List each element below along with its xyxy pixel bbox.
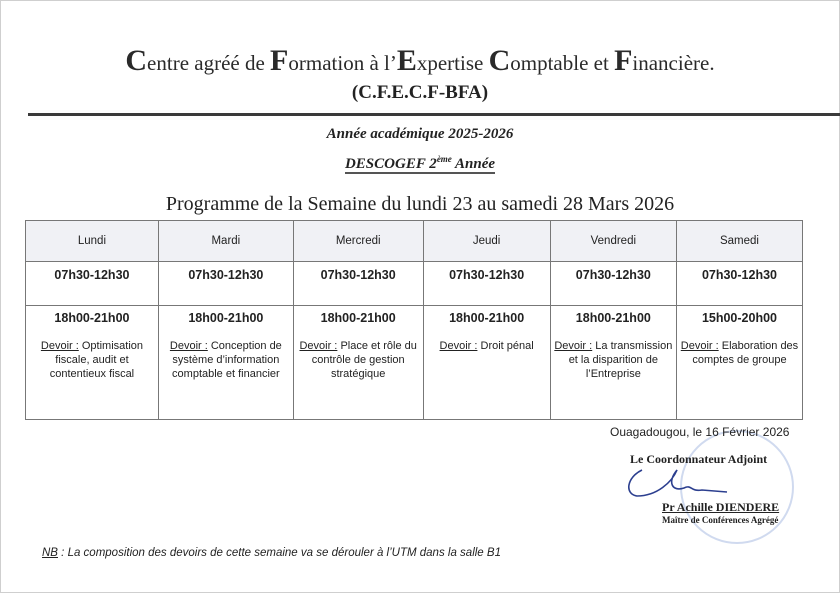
- academic-year: Année académique 2025-2026: [326, 126, 514, 142]
- title-text: inancière.: [632, 51, 715, 75]
- signatory-role: Le Coordonnateur Adjoint: [630, 452, 768, 466]
- header-divider: [28, 113, 840, 116]
- handwritten-signature: [628, 469, 728, 497]
- evening-row: 18h00-21h00 Devoir : Optimisation fiscale…: [25, 305, 804, 420]
- title-initial: F: [614, 44, 633, 77]
- title-text: xpertise: [416, 51, 489, 75]
- devoir-description: Devoir : Optimisation fiscale, audit et …: [29, 339, 155, 381]
- day-header: Lundi: [25, 220, 159, 262]
- day-header: Mardi: [157, 220, 294, 262]
- title-text: ormation à l’: [288, 51, 397, 75]
- devoir-subject: Conception de système d’information comp…: [172, 340, 282, 380]
- evening-time: 18h00-21h00: [320, 311, 396, 325]
- level-sup: ème: [436, 154, 452, 164]
- official-stamp: [680, 430, 794, 544]
- evening-time: 18h00-21h00: [54, 311, 130, 325]
- morning-slot: 07h30-12h30: [549, 261, 677, 306]
- devoir-description: Devoir : Conception de système d’informa…: [162, 339, 290, 381]
- evening-slot: 18h00-21h00 Devoir : Droit pénal: [422, 305, 551, 420]
- evening-time: 18h00-21h00: [188, 311, 264, 325]
- evening-slot: 15h00-20h00 Devoir : Elaboration des comp…: [675, 305, 804, 420]
- title-initial: C: [125, 44, 148, 77]
- devoir-label: Devoir :: [169, 340, 208, 352]
- footnote: NB : La composition des devoirs de cette…: [42, 547, 501, 559]
- title-text: entre agréé de: [147, 51, 271, 75]
- devoir-label: Devoir :: [554, 340, 593, 352]
- morning-slot: 07h30-12h30: [25, 261, 159, 306]
- program-level: DESCOGEF 2ème Année: [0, 154, 840, 174]
- devoir-subject: La transmission et la disparition de l’E…: [568, 340, 673, 380]
- footnote-key: NB: [42, 547, 58, 559]
- day-header: Samedi: [675, 220, 804, 262]
- footnote-text: : La composition des devoirs de cette se…: [57, 547, 501, 559]
- devoir-subject: Droit pénal: [480, 340, 534, 352]
- devoir-description: Devoir : Elaboration des comptes de grou…: [680, 339, 799, 367]
- devoir-label: Devoir :: [299, 340, 338, 352]
- programme-title: Programme de la Semaine du lundi 23 au s…: [165, 193, 675, 215]
- weekly-schedule-table: Lundi Mardi Mercredi Jeudi Vendredi Samedi 07…: [25, 220, 804, 420]
- evening-time: 15h00-20h00: [701, 311, 777, 325]
- devoir-label: Devoir :: [680, 340, 719, 352]
- title-initial: F: [270, 44, 289, 77]
- devoir-description: Devoir : Droit pénal: [427, 339, 547, 353]
- morning-slot: 07h30-12h30: [157, 261, 294, 306]
- level-suffix: Année: [451, 156, 496, 172]
- level-name: DESCOGEF 2: [344, 156, 437, 172]
- title-initial: C: [488, 44, 511, 77]
- devoir-description: Devoir : La transmission et la dispariti…: [554, 339, 673, 381]
- evening-slot: 18h00-21h00 Devoir : Place et rôle du con…: [292, 305, 424, 420]
- devoir-subject: Place et rôle du contrôle de gestion str…: [311, 340, 417, 380]
- day-header: Jeudi: [422, 220, 551, 262]
- signatory-name: Pr Achille DIENDERE: [662, 500, 780, 514]
- place-date: Ouagadougou, le 16 Février 2026: [610, 425, 790, 439]
- devoir-label: Devoir :: [40, 340, 79, 352]
- signatory-rank: Maître de Conférences Agrégé: [662, 515, 779, 525]
- evening-time: 18h00-21h00: [575, 311, 651, 325]
- evening-time: 18h00-21h00: [449, 311, 525, 325]
- devoir-subject: Optimisation fiscale, audit et contentie…: [49, 340, 143, 380]
- evening-slot: 18h00-21h00 Devoir : Conception de systèm…: [157, 305, 294, 420]
- days-row: Lundi Mardi Mercredi Jeudi Vendredi Samedi: [25, 220, 804, 262]
- title-initial: E: [396, 44, 417, 77]
- devoir-description: Devoir : Place et rôle du contrôle de ge…: [297, 339, 420, 381]
- day-header: Mercredi: [292, 220, 424, 262]
- morning-slot: 07h30-12h30: [292, 261, 424, 306]
- morning-slot: 07h30-12h30: [422, 261, 551, 306]
- evening-slot: 18h00-21h00 Devoir : La transmission et l…: [549, 305, 677, 420]
- morning-row: 07h30-12h30 07h30-12h30 07h30-12h30 07h30-1…: [25, 261, 804, 306]
- devoir-label: Devoir :: [439, 340, 478, 352]
- devoir-subject: Elaboration des comptes de groupe: [692, 340, 799, 366]
- day-header: Vendredi: [549, 220, 677, 262]
- title-text: omptable et: [510, 51, 615, 75]
- institution-title: Centre agréé de Formation à l’Expertise …: [0, 44, 840, 78]
- morning-slot: 07h30-12h30: [675, 261, 804, 306]
- evening-slot: 18h00-21h00 Devoir : Optimisation fiscale…: [25, 305, 159, 420]
- institution-acronym: (C.F.E.C.F-BFA): [351, 82, 489, 103]
